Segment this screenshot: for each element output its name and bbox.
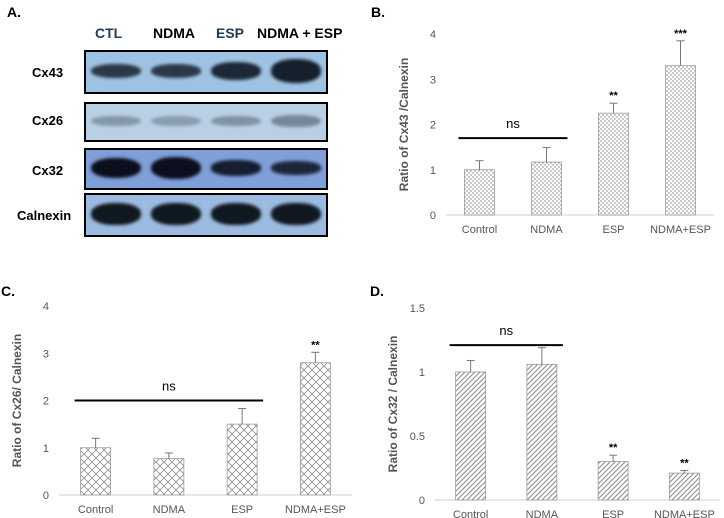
y-axis-title: Ratio of Cx32 / Calnexin [386,336,400,473]
blot-band [91,115,141,127]
significance-label: ** [609,442,618,454]
significance-label: ** [609,90,618,102]
y-tick-label: 0.5 [410,431,425,443]
y-tick-label: 1 [419,367,425,379]
blot-strip-cx43 [84,50,328,94]
blot-strip-cx32 [84,148,328,190]
x-tick-label: Control [78,504,113,516]
bar [598,112,629,216]
row-label-cx32: Cx32 [32,163,64,178]
y-tick-label: 2 [430,120,436,132]
western-blot-panel: CTL NDMA ESP NDMA + ESP Cx43 Cx26 Cx32 C… [0,0,360,250]
bar [226,423,258,496]
y-tick-label: 0 [419,495,425,507]
row-label-calnexin: Calnexin [17,208,72,223]
bar [668,472,700,501]
y-axis-title: Ratio of Cx43 /Calnexin [397,58,411,191]
y-tick-label: 2 [43,396,49,408]
blot-band [211,62,261,80]
y-tick-label: 4 [43,301,49,313]
blot-band [271,203,321,225]
chart-b-cx43: 0 1 2 3 4 Ratio of Cx43 /Calnexin Control NDMA *… [397,28,714,236]
bar [455,371,487,501]
blot-band [211,115,261,127]
y-tick-label: 3 [430,74,436,86]
row-label-cx43: Cx43 [32,65,64,80]
significance-label: ** [680,458,689,470]
x-tick-label: ESP [231,504,253,516]
x-tick-label: NDMA [526,509,559,518]
bar [665,65,696,216]
panel-label-d: D. [370,283,384,299]
blot-band [91,64,141,78]
x-tick-label: NDMA+ESP [654,509,715,518]
blot-band [211,160,261,176]
bar [597,461,629,501]
y-tick-label: 1 [43,443,49,455]
significance-label: ** [311,339,320,351]
bar [464,169,495,216]
x-tick-label: ESP [602,224,624,236]
blot-band [91,157,141,179]
blot-band [151,64,201,78]
panel-label-b: B. [371,4,385,20]
blot-strip-cx26 [84,102,328,142]
bar [531,161,562,216]
y-tick-label: 3 [43,348,49,360]
ns-label: ns [499,323,513,338]
blot-band [151,203,201,225]
bar [153,458,185,496]
x-tick-label: NDMA+ESP [650,224,711,236]
ns-label: ns [162,379,176,394]
x-tick-label: NDMA [153,504,186,516]
blot-band [151,156,201,180]
panel-label-c: C. [1,283,15,299]
blot-band [151,115,201,127]
lane-label-ndma: NDMA [153,25,195,41]
significance-label: *** [674,28,688,40]
row-label-cx26: Cx26 [32,113,64,128]
ns-label: ns [506,116,520,131]
bar [80,447,112,496]
bar [526,363,558,501]
x-tick-label: Control [453,509,488,518]
y-tick-label: 0 [43,490,49,502]
y-tick-label: 1 [430,165,436,177]
y-tick-label: 0 [430,210,436,222]
panel-label-a: A. [7,4,21,20]
chart-d-cx32: 0 0.5 1 1.5 Ratio of Cx32 / Calnexin Control N… [386,303,720,518]
lane-label-ndma-esp: NDMA + ESP [257,25,343,41]
lane-label-ctl: CTL [95,25,123,41]
x-tick-label: NDMA [530,224,563,236]
blot-strip-calnexin [84,193,328,237]
bar [299,362,331,496]
y-tick-label: 1.5 [410,303,425,315]
x-tick-label: Control [462,224,497,236]
blot-band [271,59,321,83]
x-tick-label: ESP [602,509,624,518]
chart-c-cx26: 0 1 2 3 4 Ratio of Cx26/ Calnexin Control NDMA E… [10,301,352,516]
lane-label-esp: ESP [216,25,245,41]
y-axis-title: Ratio of Cx26/ Calnexin [10,334,24,467]
x-tick-label: NDMA+ESP [285,504,346,516]
blot-band [271,161,321,175]
blot-band [91,203,141,225]
y-tick-label: 4 [430,29,436,41]
blot-band [211,203,261,225]
blot-band [271,114,321,128]
